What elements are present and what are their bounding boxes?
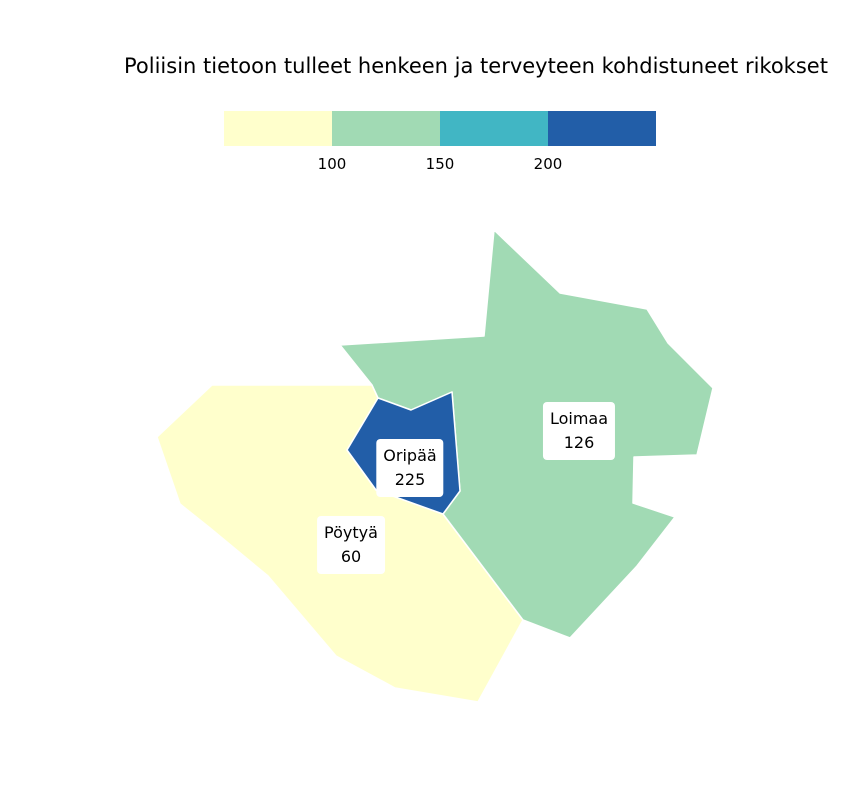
region-label-oripaa: Oripää 225 bbox=[376, 439, 444, 497]
region-label-loimaa: Loimaa 126 bbox=[542, 402, 616, 460]
legend-tick-200: 200 bbox=[533, 155, 563, 173]
map-title: Poliisin tietoon tulleet henkeen ja terv… bbox=[124, 54, 828, 78]
region-value-loimaa: 126 bbox=[563, 433, 595, 452]
region-name-loimaa: Loimaa bbox=[549, 409, 609, 428]
legend: 100 150 200 bbox=[224, 111, 656, 181]
region-value-poytya: 60 bbox=[340, 547, 362, 566]
legend-swatch-bin-1 bbox=[224, 111, 332, 146]
region-loimaa[interactable] bbox=[339, 229, 714, 639]
region-label-poytya: Pöytyä 60 bbox=[317, 516, 385, 574]
region-name-poytya: Pöytyä bbox=[324, 523, 378, 542]
legend-swatch-bin-2 bbox=[332, 111, 440, 146]
region-value-oripaa: 225 bbox=[394, 470, 426, 489]
region-name-oripaa: Oripää bbox=[383, 446, 437, 465]
legend-tick-100: 100 bbox=[317, 155, 347, 173]
legend-tick-150: 150 bbox=[425, 155, 455, 173]
legend-swatch-bin-4 bbox=[548, 111, 656, 146]
legend-swatch-bin-3 bbox=[440, 111, 548, 146]
